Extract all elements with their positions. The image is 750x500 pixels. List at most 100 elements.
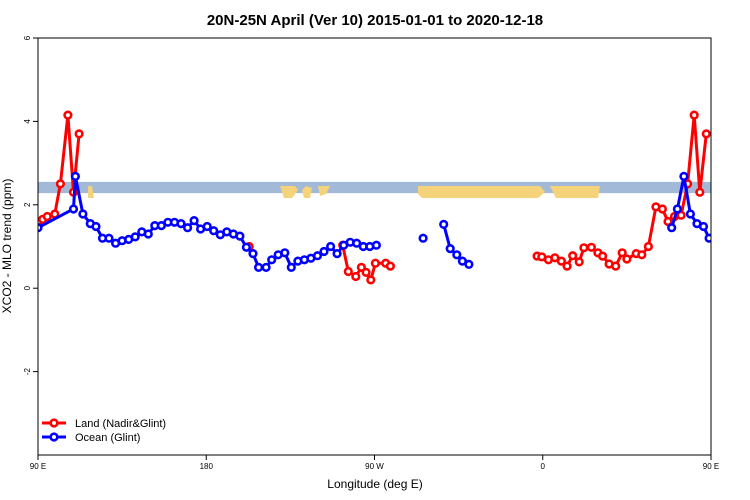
- x-tick-label: 90 W: [365, 462, 384, 471]
- data-point: [235, 231, 245, 241]
- land-blobs: [88, 186, 600, 198]
- legend-swatch-marker: [49, 432, 59, 442]
- data-point: [667, 223, 677, 233]
- data-point: [366, 275, 376, 285]
- data-point: [183, 223, 193, 233]
- legend-item: Ocean (Glint): [42, 432, 140, 444]
- data-point: [574, 257, 584, 267]
- data-point: [689, 110, 699, 120]
- data-point: [657, 204, 668, 214]
- data-point: [562, 261, 572, 271]
- data-point: [579, 243, 589, 253]
- series-line: [670, 176, 711, 240]
- y-tick-label: 4: [23, 119, 32, 124]
- data-point: [679, 171, 689, 181]
- x-axis: 90 E 180 90 W 0 90 E: [30, 455, 719, 471]
- data-point: [701, 129, 711, 139]
- data-point: [704, 233, 711, 243]
- data-point: [104, 233, 114, 243]
- data-point: [241, 242, 251, 252]
- land-ocean-band: [38, 181, 711, 198]
- x-tick-label: 90 E: [703, 462, 719, 471]
- data-point: [685, 209, 696, 219]
- data-point: [74, 129, 84, 139]
- data-point: [663, 216, 673, 227]
- x-axis-label: Longitude (deg E): [327, 477, 422, 491]
- data-point: [676, 210, 686, 220]
- data-point: [371, 240, 382, 250]
- ocean-band: [38, 181, 711, 194]
- y-tick-label: 0: [23, 285, 32, 290]
- legend-label: Ocean (Glint): [75, 432, 140, 444]
- data-point: [130, 232, 140, 242]
- data-point: [286, 262, 296, 273]
- data-point: [439, 219, 449, 229]
- x-tick-label: 0: [541, 462, 546, 471]
- data-point: [745, 229, 750, 236]
- data-point: [248, 249, 258, 259]
- data-point: [343, 266, 353, 277]
- chart-title: 20N-25N April (Ver 10) 2015-01-01 to 202…: [207, 12, 543, 29]
- data-point: [370, 258, 381, 268]
- data-point: [568, 251, 578, 261]
- data-point: [55, 179, 66, 189]
- series-ocean: [38, 171, 750, 273]
- x-tick-label: 90 E: [30, 462, 46, 471]
- data-point: [361, 267, 371, 278]
- data-point: [254, 262, 264, 273]
- data-point: [445, 244, 455, 254]
- plot-area: [38, 110, 750, 285]
- data-point: [695, 187, 705, 197]
- data-point: [464, 259, 474, 270]
- data-point: [556, 256, 567, 266]
- data-point: [78, 209, 88, 219]
- data-point: [732, 236, 739, 243]
- data-point: [63, 110, 73, 120]
- data-point: [42, 211, 52, 222]
- data-point: [176, 219, 186, 229]
- y-tick-label: 2: [23, 202, 32, 207]
- data-point: [637, 250, 647, 260]
- data-point: [698, 221, 709, 232]
- data-point: [91, 221, 101, 232]
- y-axis-label: XCO2 - MLO trend (ppm): [0, 179, 14, 314]
- data-point: [586, 242, 597, 252]
- y-tick-label: -2: [23, 367, 32, 375]
- data-point: [261, 262, 271, 273]
- data-point: [70, 171, 80, 181]
- y-axis: -2 0 2 4 6: [23, 35, 38, 375]
- data-point: [622, 254, 632, 264]
- data-point: [418, 233, 428, 243]
- x-tick-label: 180: [200, 462, 214, 471]
- data-point: [452, 250, 462, 260]
- legend-swatch-marker: [49, 418, 59, 428]
- data-point: [332, 249, 342, 259]
- data-point: [312, 251, 323, 261]
- data-point: [739, 234, 746, 241]
- data-point: [611, 261, 621, 271]
- y-tick-label: 6: [23, 35, 32, 40]
- data-point: [643, 241, 654, 252]
- data-point: [209, 226, 219, 236]
- data-point: [726, 237, 733, 244]
- data-point: [326, 241, 336, 252]
- data-point: [617, 248, 627, 258]
- data-point: [68, 204, 79, 214]
- data-point: [713, 235, 720, 242]
- data-point: [351, 271, 361, 282]
- data-point: [319, 246, 329, 257]
- data-point: [267, 255, 277, 265]
- data-point: [280, 248, 290, 258]
- data-point: [189, 216, 199, 226]
- legend-label: Land (Nadir&Glint): [75, 418, 166, 430]
- data-point: [597, 251, 608, 261]
- legend-item: Land (Nadir&Glint): [42, 418, 166, 430]
- data-point: [672, 204, 683, 214]
- data-point: [143, 229, 153, 239]
- data-point: [719, 240, 726, 247]
- data-point: [352, 238, 362, 248]
- legend: Land (Nadir&Glint) Ocean (Glint): [42, 418, 166, 444]
- series-land: [38, 110, 711, 285]
- data-point: [385, 261, 396, 271]
